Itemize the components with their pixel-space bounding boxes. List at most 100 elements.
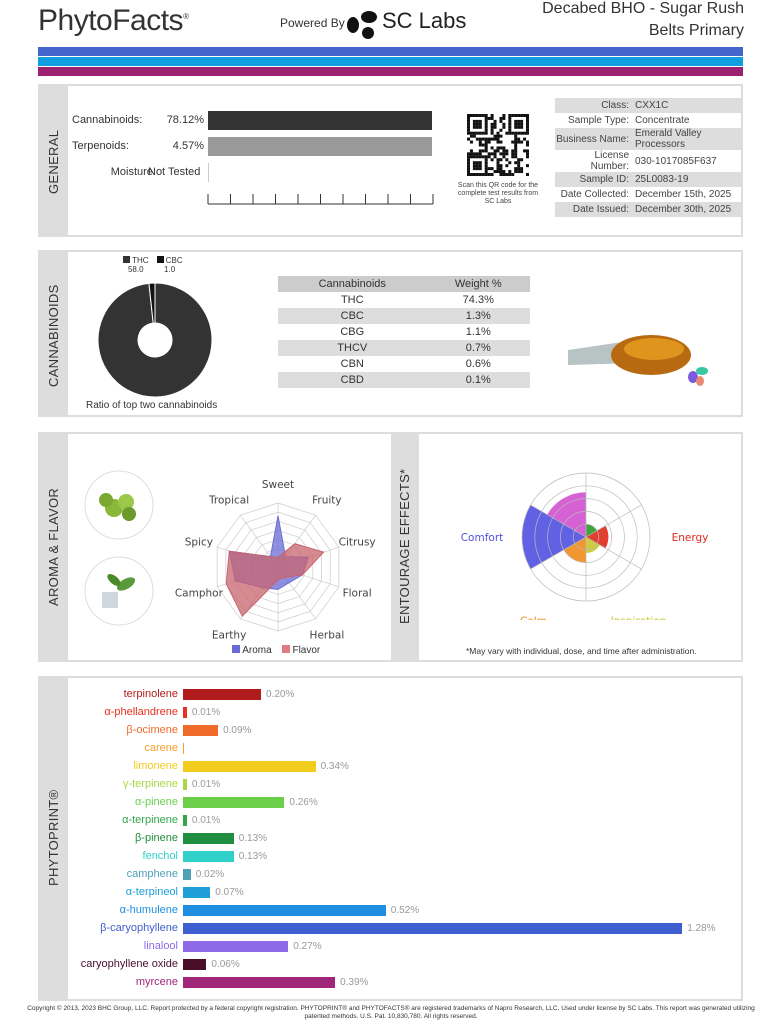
- cannabinoid-weight: 74.3%: [462, 294, 494, 306]
- info-value: Emerald Valley Processors: [635, 128, 702, 150]
- polar-label: Comfort: [461, 532, 504, 544]
- info-key: Sample ID:: [579, 174, 629, 185]
- metric-label: Terpenoids:: [72, 140, 129, 152]
- aroma-entourage-panel: AROMA & FLAVOR ENTOURAGE EFFECTS*: [38, 432, 743, 662]
- stripe-cyan: [38, 57, 743, 66]
- metric-value: Not Tested: [148, 166, 201, 178]
- metric-bar: [208, 163, 209, 182]
- terpene-label: linalool: [143, 940, 178, 952]
- terpene-value: 0.13%: [238, 833, 268, 844]
- phytoprint-panel: PHYTOPRINT®: [38, 676, 743, 1001]
- sc-labs-brand: SC Labs: [382, 8, 467, 33]
- terpene-label: α-terpinene: [122, 814, 178, 826]
- terpene-bar: [183, 977, 336, 988]
- terpene-bar: [183, 833, 234, 844]
- info-row: Date Collected: December 15th, 2025: [555, 187, 743, 202]
- info-row: Class: CXX1C: [555, 98, 743, 113]
- terpene-bar: [183, 761, 316, 772]
- cannabinoid-name: THCV: [278, 340, 427, 356]
- terpene-label: α-humulene: [119, 904, 178, 916]
- entourage-polar-chart: FocusEnergyInspirationCalmComfortRelaxat…: [461, 460, 709, 620]
- legend-thc: THC 58.0: [123, 256, 149, 274]
- terpene-value: 0.07%: [215, 887, 244, 898]
- table-row: THC 74.3%: [278, 292, 530, 308]
- terpene-bar: [183, 851, 234, 862]
- info-key: Date Issued:: [572, 204, 629, 215]
- terpene-bar: [183, 905, 386, 916]
- polar-spoke: [530, 504, 642, 570]
- copyright-footer: Copyright © 2013, 2023 BHC Group, LLC. R…: [27, 1005, 755, 1020]
- section-label: AROMA & FLAVOR: [46, 487, 61, 606]
- terpene-bar: [183, 815, 187, 826]
- product-title: Decabed BHO - Sugar Rush Belts Primary: [542, 0, 744, 39]
- polar-sector-relaxation: [547, 492, 586, 537]
- cannabinoid-name: CBN: [340, 358, 364, 370]
- info-value: CXX1C: [635, 100, 669, 111]
- table-row: CBN 0.6%: [278, 356, 530, 372]
- info-row: Sample ID: 25L0083-19: [555, 172, 743, 187]
- metric-value: 78.12%: [166, 114, 204, 126]
- cannabinoid-name: THC: [340, 294, 364, 306]
- col-header: Cannabinoids: [278, 276, 427, 292]
- terpene-label: carene: [144, 742, 178, 754]
- terpene-value: 0.13%: [238, 851, 268, 862]
- terpene-label: fenchol: [142, 850, 178, 862]
- cannabinoid-weight: 1.3%: [426, 308, 530, 324]
- concentrate-image: [568, 335, 708, 386]
- cannabinoid-weight: 0.7%: [426, 340, 530, 356]
- terpene-bar: [183, 923, 683, 934]
- radar-axis-label: Floral: [343, 588, 372, 600]
- terpene-value: 0.01%: [191, 815, 221, 826]
- terpene-label: camphene: [126, 868, 178, 880]
- radar-axis-label: Fruity: [312, 495, 342, 507]
- metric-bar: [208, 137, 432, 156]
- info-row: Business Name: Emerald Valley Processors: [555, 128, 743, 150]
- terpene-value: 0.34%: [320, 761, 349, 772]
- ratio-legend: THC 58.0 CBC 1.0: [123, 256, 183, 274]
- metric-bar: [208, 111, 432, 130]
- metric-label: Cannabinoids:: [72, 114, 143, 126]
- stripe-purple: [38, 67, 743, 76]
- qr-caption: Scan this QR code for the complete test …: [457, 182, 539, 205]
- info-row: License Number: 030-1017085F637: [555, 150, 743, 172]
- cannabinoid-table: Cannabinoids Weight % THC 74.3% CBC 1.3% CBG 1.…: [278, 276, 530, 388]
- terpene-bar: [183, 797, 285, 808]
- terpene-bar: [183, 959, 207, 970]
- terpene-label: β-pinene: [134, 832, 178, 844]
- terpene-label: β-ocimene: [126, 724, 178, 736]
- terpene-label: limonene: [133, 760, 178, 772]
- legend-flavor: Flavor: [281, 645, 320, 656]
- radar-axis-label: Tropical: [208, 495, 249, 507]
- terpene-bar: [183, 887, 211, 898]
- info-value: December 30th, 2025: [635, 204, 732, 215]
- ratio-donut-chart: [97, 282, 213, 398]
- polar-sector-energy: [586, 525, 609, 549]
- info-row: Date Issued: December 30th, 2025: [555, 202, 743, 217]
- terpene-bar: [183, 779, 187, 790]
- cannabinoid-name: CBD: [278, 372, 427, 388]
- table-header: Cannabinoids Weight %: [278, 276, 530, 292]
- qr-code[interactable]: [467, 114, 529, 176]
- cannabinoid-weight: 0.6%: [465, 358, 491, 370]
- terpene-value: 0.20%: [266, 689, 295, 700]
- terpene-value: 0.02%: [195, 869, 225, 880]
- terpene-label: α-phellandrene: [104, 706, 178, 718]
- cannabinoid-weight: 0.1%: [426, 372, 530, 388]
- cannabinoid-name: CBC: [278, 308, 427, 324]
- section-label: GENERAL: [46, 129, 61, 194]
- info-key: License Number:: [590, 150, 629, 172]
- col-header: Weight %: [426, 276, 530, 292]
- ratio-caption: Ratio of top two cannabinoids: [86, 400, 218, 411]
- terpene-bar: [183, 707, 187, 718]
- aroma-flavor-radar-chart: SweetFruityCitrusyFloralHerbalPineyEarth…: [175, 479, 376, 642]
- donut-slice-thc: [97, 282, 213, 398]
- cannabinoid-name: CBG: [340, 326, 365, 338]
- terpene-value: 1.28%: [687, 923, 716, 934]
- polar-sector-comfort: [522, 505, 586, 569]
- phytofacts-logo: PhytoFacts®: [38, 4, 189, 37]
- terpene-value: 0.01%: [191, 707, 221, 718]
- radar-axis-label: Spicy: [185, 536, 213, 548]
- table-row: CBC 1.3%: [278, 308, 530, 324]
- legend-aroma: Aroma: [232, 645, 272, 656]
- sample-info-table: Class: CXX1C Sample Type: Concentrate Busine…: [555, 98, 743, 217]
